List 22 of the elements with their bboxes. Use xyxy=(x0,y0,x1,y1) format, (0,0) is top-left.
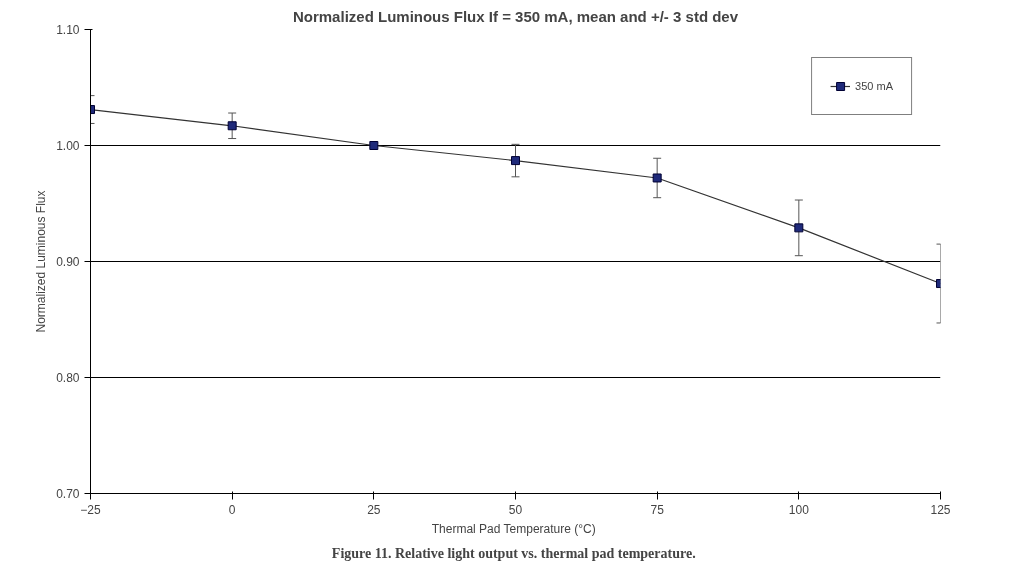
y-axis-title: Normalized Luminous Flux xyxy=(34,190,49,333)
point xyxy=(652,173,662,183)
x-tick-label: 50 xyxy=(508,502,523,517)
y-tick-label: 1.10 xyxy=(56,23,80,37)
x-axis-title: Thermal Pad Temperature (°C) xyxy=(431,521,596,536)
x-tick-label: −25 xyxy=(80,502,101,517)
y-tick-label: 0.70 xyxy=(56,487,80,501)
y-tick-label: 0.90 xyxy=(56,255,80,269)
x-tick-label: 100 xyxy=(788,502,810,517)
point xyxy=(227,121,237,131)
y-tick-label: 0.80 xyxy=(56,371,80,385)
point xyxy=(369,141,379,150)
chart-title: Normalized Luminous Flux If = 350 mA, mean and +/- 3 std dev xyxy=(292,7,739,25)
y-tick-label: 1.00 xyxy=(56,139,80,153)
caption: Figure 11. Relative light output vs. thermal pad temperature. xyxy=(331,545,696,561)
point xyxy=(794,223,804,233)
legend-label: 350 mA xyxy=(855,80,893,92)
x-tick-label: 0 xyxy=(228,502,236,517)
x-tick-label: 125 xyxy=(930,502,951,517)
x-tick-label: 75 xyxy=(650,502,665,517)
x-tick-label: 25 xyxy=(367,502,381,517)
point xyxy=(511,156,520,166)
